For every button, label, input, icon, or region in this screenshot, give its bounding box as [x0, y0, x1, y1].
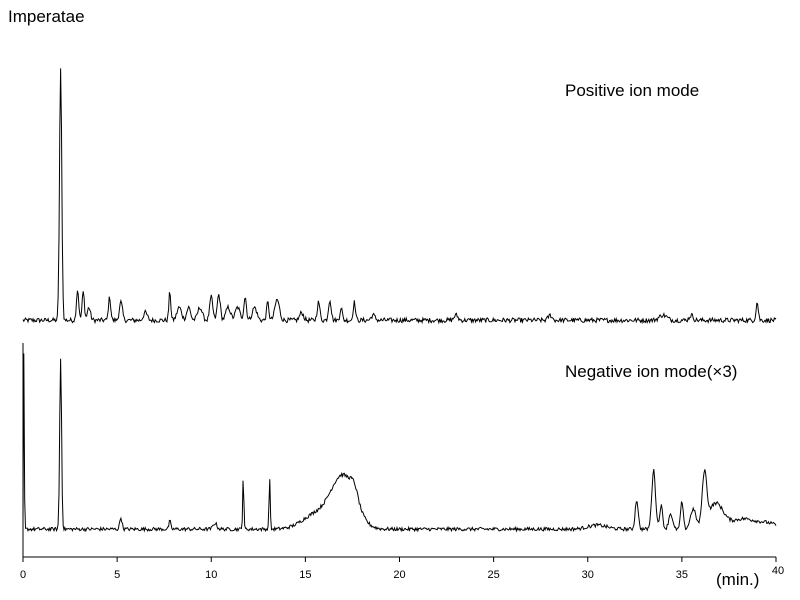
- x-tick-label-40: 40: [772, 565, 784, 577]
- chart-title: Imperatae: [8, 7, 85, 26]
- x-tick-label-20: 20: [393, 569, 405, 581]
- x-tick-label-30: 30: [582, 569, 594, 581]
- x-tick-label-15: 15: [299, 569, 311, 581]
- series-positive-trace: [22, 68, 777, 325]
- x-tick-label-25: 25: [488, 569, 500, 581]
- legend-negative-label: Negative ion mode(×3): [565, 362, 737, 381]
- x-axis-ticks: 0 5 10 15 20 25 30 35 40: [20, 557, 784, 581]
- x-tick-label-5: 5: [114, 569, 120, 581]
- x-tick-label-35: 35: [676, 569, 688, 581]
- series-negative-trace: [22, 353, 777, 533]
- x-axis-label: (min.): [716, 570, 759, 589]
- x-tick-label-10: 10: [205, 569, 217, 581]
- x-tick-label-0: 0: [20, 569, 26, 581]
- legend-positive-label: Positive ion mode: [565, 81, 699, 100]
